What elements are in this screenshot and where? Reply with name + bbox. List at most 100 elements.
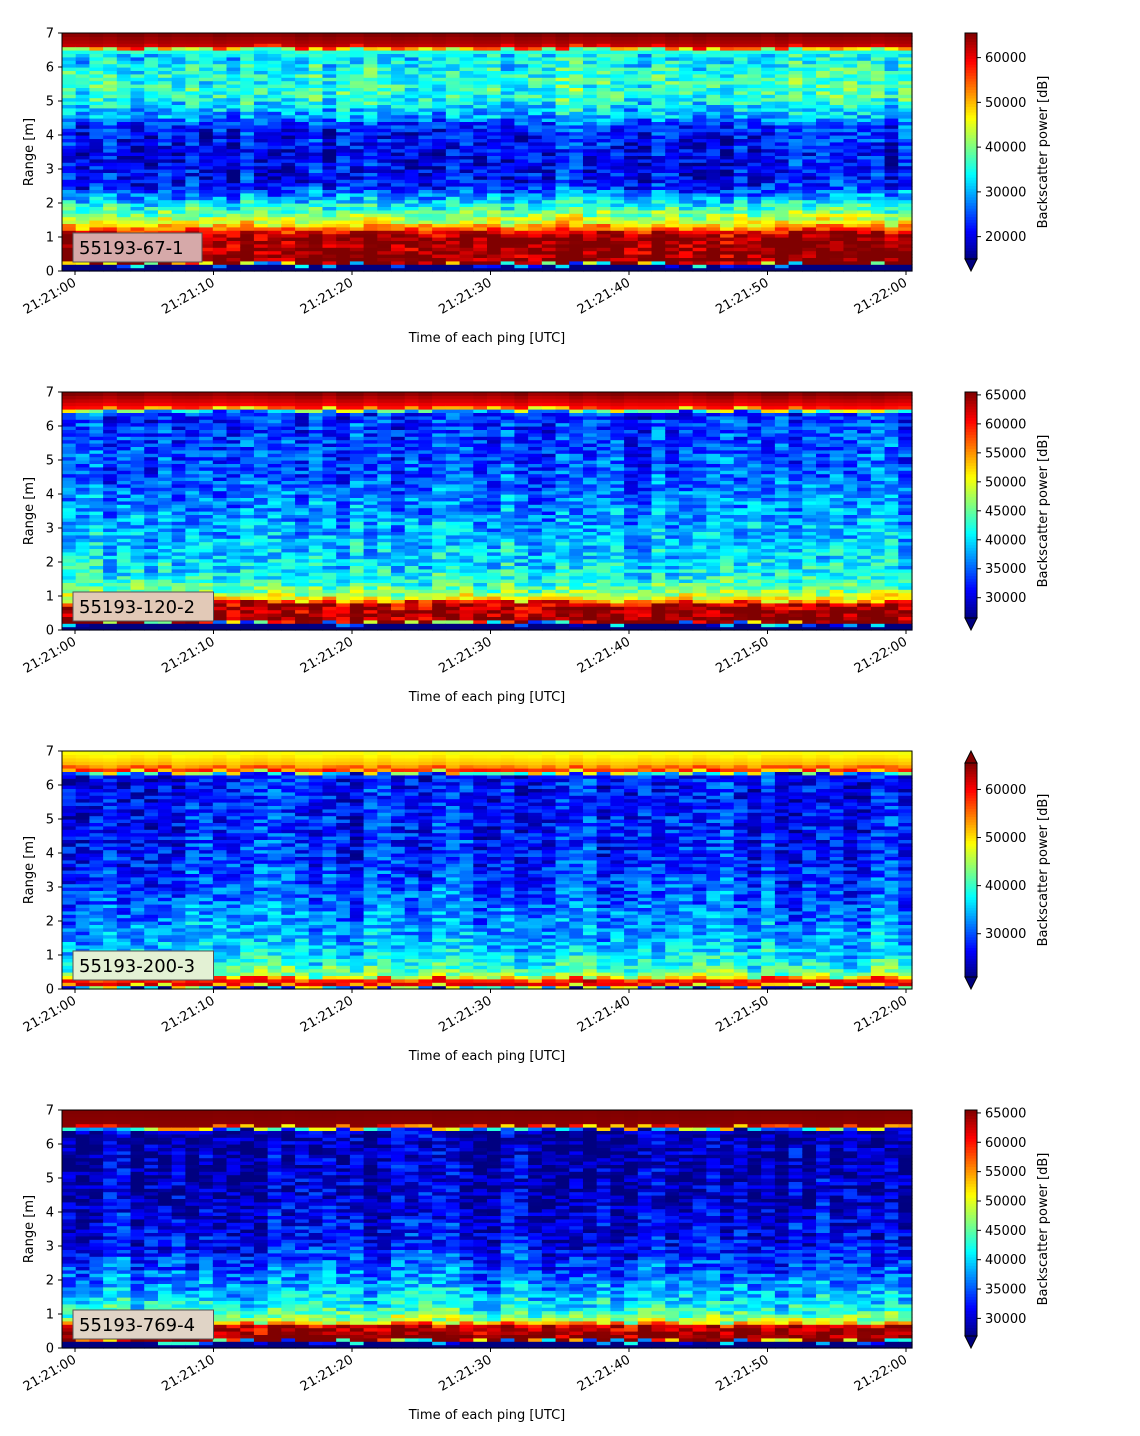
heatmap-cell [295, 233, 310, 238]
heatmap-cell [157, 90, 173, 95]
heatmap-cell [500, 192, 516, 197]
heatmap-cell [295, 203, 310, 207]
heatmap-cell [336, 104, 351, 109]
heatmap-cell [212, 94, 228, 99]
heatmap-cell [541, 192, 557, 197]
heatmap-cell [267, 124, 282, 129]
heatmap-cell [774, 175, 790, 180]
heatmap-cell [144, 84, 159, 88]
heatmap-cell [171, 63, 186, 68]
heatmap-cell [116, 107, 132, 112]
heatmap-cell [870, 264, 886, 269]
heatmap-cell [199, 220, 214, 224]
heatmap-cell [391, 230, 406, 235]
heatmap-cell [157, 118, 173, 122]
heatmap-cell [295, 196, 310, 201]
heatmap-cell [116, 175, 132, 180]
heatmap-cell [253, 77, 269, 82]
heatmap-cell [295, 226, 310, 231]
heatmap-cell [637, 182, 653, 187]
heatmap-cell [212, 169, 228, 173]
heatmap-cell [199, 216, 214, 221]
heatmap-cell [157, 80, 173, 85]
heatmap-cell [75, 402, 91, 407]
y-tick-label: 7 [46, 27, 54, 42]
heatmap-cell [62, 131, 77, 136]
heatmap-cell [459, 209, 474, 214]
heatmap-cell [295, 158, 310, 163]
heatmap-cell [199, 223, 214, 228]
heatmap-cell [157, 84, 173, 88]
heatmap-cell [89, 175, 104, 180]
heatmap-cell [199, 141, 214, 146]
heatmap-cell [212, 199, 228, 204]
heatmap-cell [226, 254, 241, 258]
heatmap-cell [391, 165, 406, 170]
heatmap-cell [281, 264, 296, 269]
heatmap-cell [459, 226, 474, 231]
heatmap-cell [528, 175, 543, 180]
heatmap-cell [870, 226, 886, 231]
heatmap-cell [253, 80, 269, 85]
heatmap-cell [706, 199, 721, 204]
heatmap-cell [226, 148, 241, 153]
heatmap-cell [89, 169, 104, 173]
heatmap-cell [555, 233, 570, 238]
heatmap-cell [418, 216, 433, 221]
heatmap-cell [774, 209, 790, 214]
heatmap-cell [569, 243, 584, 248]
heatmap-cell [75, 206, 91, 211]
heatmap-cell [199, 182, 214, 187]
heatmap-cell [349, 199, 365, 204]
heatmap-cell [240, 43, 255, 48]
heatmap-cell [857, 131, 872, 136]
heatmap-cell [788, 199, 803, 204]
heatmap-cell [610, 264, 625, 269]
heatmap-cell [226, 179, 241, 184]
heatmap-cell [651, 264, 666, 269]
heatmap-cell [363, 94, 378, 99]
heatmap-cell [171, 111, 186, 116]
heatmap-cell [569, 165, 584, 170]
heatmap-cell [706, 33, 721, 37]
heatmap-cell [391, 148, 406, 153]
y-tick-label: 4 [46, 129, 54, 144]
colorbar-tick-label: 60000 [985, 51, 1026, 66]
heatmap-cell [541, 250, 557, 255]
heatmap-cell [130, 206, 145, 211]
heatmap-cell [130, 104, 145, 109]
heatmap-cell [582, 175, 598, 180]
heatmap-cell [870, 182, 886, 187]
heatmap-cell [144, 175, 159, 180]
heatmap-cell [130, 267, 145, 272]
heatmap-cell [62, 155, 77, 160]
heatmap-cell [157, 264, 173, 269]
heatmap-cell [281, 43, 296, 48]
heatmap-cell [349, 179, 365, 184]
heatmap-cell [363, 206, 378, 211]
heatmap-cell [240, 155, 255, 160]
heatmap-cell [226, 60, 241, 65]
heatmap-cell [363, 121, 378, 126]
heatmap-cell [75, 46, 91, 51]
heatmap-cell [171, 67, 186, 71]
heatmap-cell [281, 97, 296, 102]
y-tick-label: 2 [46, 197, 54, 212]
heatmap-cell [898, 243, 913, 248]
heatmap-cell [281, 155, 296, 160]
heatmap-cell [391, 33, 406, 37]
heatmap-cell [253, 145, 269, 150]
heatmap-cell [404, 267, 420, 272]
heatmap-cell [363, 104, 378, 109]
heatmap-cell [363, 145, 378, 150]
heatmap-cell [62, 63, 77, 68]
heatmap-cell [322, 97, 337, 102]
heatmap-cell [62, 230, 77, 235]
heatmap-cell [802, 182, 817, 187]
heatmap-cell [391, 53, 406, 58]
heatmap-cell [596, 192, 611, 197]
heatmap-cell [308, 124, 324, 129]
heatmap-cell [171, 60, 186, 65]
heatmap-cell [157, 97, 173, 102]
heatmap-cell [62, 36, 77, 41]
